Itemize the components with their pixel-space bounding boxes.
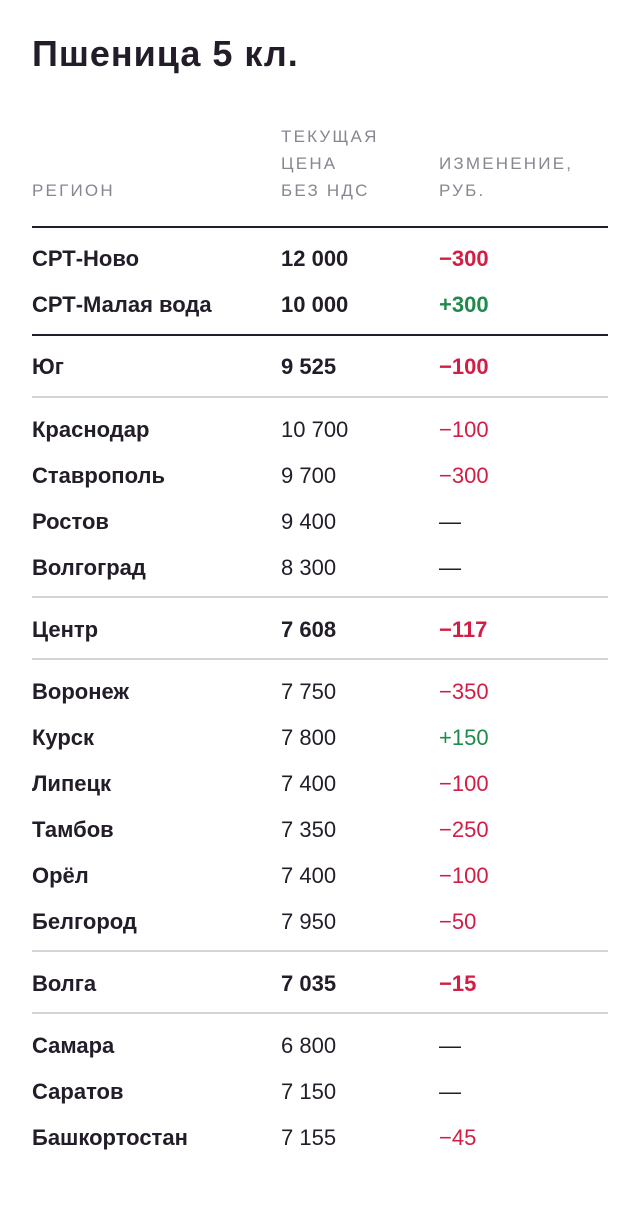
- row-change: −100: [439, 417, 489, 442]
- page-title: Пшеница 5 кл.: [32, 33, 299, 74]
- row-change: −15: [439, 971, 477, 996]
- row-change: −100: [439, 354, 489, 379]
- row-price: 7 800: [281, 725, 337, 750]
- row-change: —: [439, 1079, 461, 1104]
- row-price: 9 700: [281, 463, 337, 488]
- row-price: 10 000: [281, 292, 349, 317]
- row-region: Белгород: [32, 909, 137, 934]
- table-row: Орёл 7 400 −100: [32, 861, 608, 891]
- table-row: Ростов 9 400 —: [32, 507, 608, 537]
- row-region: Башкортостан: [32, 1125, 188, 1150]
- row-change: +300: [439, 292, 489, 317]
- table-header: РЕГИОН ТЕКУЩАЯ ЦЕНА БЕЗ НДС ИЗМЕНЕНИЕ, Р…: [32, 120, 608, 228]
- section-divider: [32, 1012, 608, 1014]
- header-price: ТЕКУЩАЯ ЦЕНА БЕЗ НДС: [281, 127, 379, 200]
- row-price: 7 950: [281, 909, 337, 934]
- row-change: +150: [439, 725, 489, 750]
- row-price: 7 150: [281, 1079, 337, 1104]
- header-change: ИЗМЕНЕНИЕ, РУБ.: [439, 154, 574, 200]
- table-row: Самара 6 800 —: [32, 1031, 608, 1061]
- section-divider: [32, 396, 608, 398]
- table-row: Волгоград 8 300 —: [32, 553, 608, 583]
- row-region: Самара: [32, 1033, 115, 1058]
- row-region: Орёл: [32, 863, 89, 888]
- table-row: Курск 7 800 +150: [32, 723, 608, 753]
- row-region: Липецк: [32, 771, 112, 796]
- row-change: −250: [439, 817, 489, 842]
- row-region: Волга: [32, 971, 97, 996]
- header-divider: [32, 226, 608, 228]
- row-price: 9 525: [281, 354, 337, 379]
- row-change: −117: [439, 617, 488, 642]
- table-row: Волга 7 035 −15: [32, 969, 608, 999]
- row-region: Воронеж: [32, 679, 130, 704]
- row-price: 7 350: [281, 817, 337, 842]
- row-price: 7 608: [281, 617, 337, 642]
- table-row: Краснодар 10 700 −100: [32, 415, 608, 445]
- table-row: СРТ-Малая вода 10 000 +300: [32, 290, 608, 320]
- row-change: −100: [439, 863, 489, 888]
- row-price: 12 000: [281, 246, 349, 271]
- header-region: РЕГИОН: [32, 181, 115, 200]
- row-change: —: [439, 555, 461, 580]
- table-row: Башкортостан 7 155 −45: [32, 1123, 608, 1153]
- table-row: Тамбов 7 350 −250: [32, 815, 608, 845]
- section-divider: [32, 658, 608, 660]
- row-change: −50: [439, 909, 477, 934]
- table-row: Липецк 7 400 −100: [32, 769, 608, 799]
- row-change: —: [439, 1033, 461, 1058]
- row-change: −300: [439, 246, 489, 271]
- table-row: Юг 9 525 −100: [32, 352, 608, 382]
- section-divider: [32, 596, 608, 598]
- row-region: Юг: [32, 354, 64, 379]
- row-price: 7 400: [281, 771, 337, 796]
- table-row: Центр 7 608 −117: [32, 615, 608, 645]
- row-price: 8 300: [281, 555, 337, 580]
- row-price: 10 700: [281, 417, 349, 442]
- table-row: Воронеж 7 750 −350: [32, 677, 608, 707]
- row-price: 9 400: [281, 509, 337, 534]
- row-change: −350: [439, 679, 489, 704]
- row-change: −100: [439, 771, 489, 796]
- section-divider: [32, 950, 608, 952]
- row-region: Курск: [32, 725, 95, 750]
- row-region: СРТ-Ново: [32, 246, 140, 271]
- row-region: СРТ-Малая вода: [32, 292, 212, 317]
- row-region: Саратов: [32, 1079, 124, 1104]
- section-divider: [32, 334, 608, 336]
- row-region: Ставрополь: [32, 463, 165, 488]
- row-price: 6 800: [281, 1033, 337, 1058]
- table-row: Белгород 7 950 −50: [32, 907, 608, 937]
- row-change: —: [439, 509, 461, 534]
- row-region: Краснодар: [32, 417, 150, 442]
- row-price: 7 035: [281, 971, 337, 996]
- row-region: Центр: [32, 617, 99, 642]
- row-change: −300: [439, 463, 489, 488]
- row-region: Тамбов: [32, 817, 114, 842]
- row-region: Ростов: [32, 509, 109, 534]
- table-row: Саратов 7 150 —: [32, 1077, 608, 1107]
- table-row: Ставрополь 9 700 −300: [32, 461, 608, 491]
- table-row: СРТ-Ново 12 000 −300: [32, 244, 608, 274]
- row-price: 7 750: [281, 679, 337, 704]
- row-price: 7 155: [281, 1125, 337, 1150]
- row-price: 7 400: [281, 863, 337, 888]
- row-change: −45: [439, 1125, 477, 1150]
- row-region: Волгоград: [32, 555, 146, 580]
